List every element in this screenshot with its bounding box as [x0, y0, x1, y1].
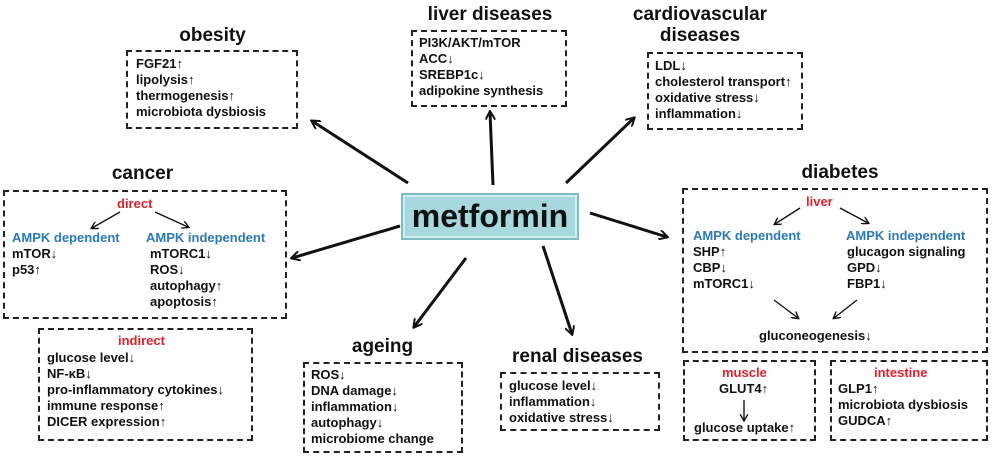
cardio-title-line2: diseases — [659, 25, 741, 46]
list-item: microbiota dysbiosis — [136, 104, 267, 119]
list-item: GLP1↑ — [838, 381, 879, 396]
direct-label: direct — [117, 196, 153, 211]
list-item: apoptosis↑ — [150, 294, 218, 309]
list-item: thermogenesis↑ — [136, 88, 235, 103]
obesity-list: FGF21↑ lipolysis↑ thermogenesis↑ microbi… — [136, 56, 266, 120]
list-item: glucose level↓ — [509, 378, 598, 393]
ampk-dependent-label: AMPK dependent — [12, 230, 120, 245]
arrow-direct-dependent — [92, 211, 121, 228]
list-item: cholesterol transport↑ — [655, 74, 792, 89]
ageing-title: ageing — [351, 336, 414, 357]
list-item: ACC↓ — [419, 51, 454, 66]
cancer-indirect-list: glucose level↓ NF-κB↓ pro-inflammatory c… — [47, 350, 224, 430]
cardio-list: LDL↓ cholesterol transport↑ oxidative st… — [655, 58, 792, 122]
list-item: LDL↓ — [655, 58, 687, 73]
list-item: lipolysis↑ — [136, 72, 195, 87]
arrow-to-ageing — [414, 257, 468, 327]
arrow-to-obesity — [312, 121, 409, 185]
diabetes-title: diabetes — [801, 162, 879, 183]
list-item: GUDCA↑ — [838, 413, 893, 428]
cardio-box: LDL↓ cholesterol transport↑ oxidative st… — [647, 52, 803, 130]
list-item: mTOR↓ — [12, 246, 58, 261]
list-item: autophagy↓ — [311, 415, 384, 430]
list-item: ROS↓ — [311, 367, 346, 382]
obesity-title: obesity — [179, 25, 246, 46]
arrow-to-cardio — [564, 118, 634, 185]
list-item: GPD↓ — [847, 260, 882, 275]
list-item: inflammation↓ — [311, 399, 399, 414]
list-item: mTORC1↓ — [693, 276, 755, 291]
ampk-independent-label: AMPK independent — [846, 228, 966, 243]
list-item: ROS↓ — [150, 262, 185, 277]
cardio-title: cardiovascular diseases — [625, 4, 775, 46]
diabetes-liver-box: liver AMPK dependent SHP↑ CBP↓ mTORC1↓ A… — [682, 188, 988, 353]
list-item: immune response↑ — [47, 398, 165, 413]
list-item: pro-inflammatory cytokines↓ — [47, 382, 224, 397]
cancer-dependent-list: mTOR↓ p53↑ — [12, 246, 57, 278]
intestine-label: intestine — [874, 365, 928, 380]
list-item: p53↑ — [12, 262, 41, 277]
liver-label: liver — [806, 194, 833, 209]
arrow-to-diabetes — [589, 211, 667, 237]
indirect-label: indirect — [118, 333, 165, 348]
arrow-independent-outcome — [834, 299, 858, 318]
list-item: microbiome change — [311, 431, 434, 446]
list-item: FBP1↓ — [847, 276, 887, 291]
renal-title: renal diseases — [512, 346, 643, 367]
list-item: SHP↑ — [693, 244, 727, 259]
cancer-independent-list: mTORC1↓ ROS↓ autophagy↑ apoptosis↑ — [150, 246, 222, 310]
list-item: inflammation↓ — [655, 106, 743, 121]
intestine-list: GLP1↑ microbiota dysbiosis GUDCA↑ — [838, 381, 968, 429]
arrow-to-renal — [541, 245, 572, 334]
arrow-direct-independent — [154, 211, 188, 227]
list-item: oxidative stress↓ — [655, 90, 760, 105]
liver-list: PI3K/AKT/mTOR ACC↓ SREBP1c↓ adipokine sy… — [419, 35, 543, 99]
list-item: SREBP1c↓ — [419, 67, 485, 82]
gluconeogenesis-outcome: gluconeogenesis↓ — [759, 328, 872, 343]
list-item: autophagy↑ — [150, 278, 223, 293]
list-item: mTORC1↓ — [150, 246, 212, 261]
arrow-to-cancer — [292, 224, 401, 258]
diabetes-independent-list: glucagon signaling GPD↓ FBP1↓ — [847, 244, 965, 292]
list-item: glucagon signaling — [847, 244, 966, 259]
list-item: FGF21↑ — [136, 56, 183, 71]
arrow-liver-independent — [839, 207, 868, 223]
muscle-label: muscle — [722, 365, 767, 380]
cancer-direct-box: direct AMPK dependent mTOR↓ p53↑ AMPK in… — [3, 190, 287, 319]
list-item: PI3K/AKT/mTOR — [419, 35, 521, 50]
ampk-independent-label: AMPK independent — [146, 230, 266, 245]
list-item: DNA damage↓ — [311, 383, 398, 398]
list-item: oxidative stress↓ — [509, 410, 614, 425]
list-item: inflammation↓ — [509, 394, 597, 409]
liver-box: PI3K/AKT/mTOR ACC↓ SREBP1c↓ adipokine sy… — [411, 30, 567, 107]
glut4-item: GLUT4↑ — [719, 381, 769, 396]
list-item: adipokine synthesis — [419, 83, 544, 98]
list-item: NF-κB↓ — [47, 366, 92, 381]
diabetes-intestine-box: intestine GLP1↑ microbiota dysbiosis GUD… — [830, 360, 988, 441]
glucose-uptake-outcome: glucose uptake↑ — [694, 420, 796, 435]
diabetes-muscle-box: muscle GLUT4↑ glucose uptake↑ — [683, 360, 816, 441]
list-item: DICER expression↑ — [47, 414, 167, 429]
cardio-title-line1: cardiovascular — [632, 4, 768, 25]
metformin-node: metformin — [401, 193, 579, 240]
ageing-box: ROS↓ DNA damage↓ inflammation↓ autophagy… — [303, 362, 463, 453]
renal-list: glucose level↓ inflammation↓ oxidative s… — [509, 378, 614, 426]
renal-box: glucose level↓ inflammation↓ oxidative s… — [500, 372, 660, 431]
arrow-liver-dependent — [775, 207, 801, 224]
list-item: microbiota dysbiosis — [838, 397, 969, 412]
arrow-to-liver — [490, 112, 493, 186]
liver-title: liver diseases — [427, 4, 553, 25]
ampk-dependent-label: AMPK dependent — [693, 228, 801, 243]
arrow-dependent-outcome — [773, 299, 798, 318]
cancer-title: cancer — [111, 163, 174, 184]
ageing-list: ROS↓ DNA damage↓ inflammation↓ autophagy… — [311, 367, 434, 447]
cancer-indirect-box: indirect glucose level↓ NF-κB↓ pro-infla… — [38, 328, 253, 441]
obesity-box: FGF21↑ lipolysis↑ thermogenesis↑ microbi… — [126, 50, 298, 129]
list-item: glucose level↓ — [47, 350, 136, 365]
diabetes-dependent-list: SHP↑ CBP↓ mTORC1↓ — [693, 244, 755, 292]
list-item: CBP↓ — [693, 260, 727, 275]
